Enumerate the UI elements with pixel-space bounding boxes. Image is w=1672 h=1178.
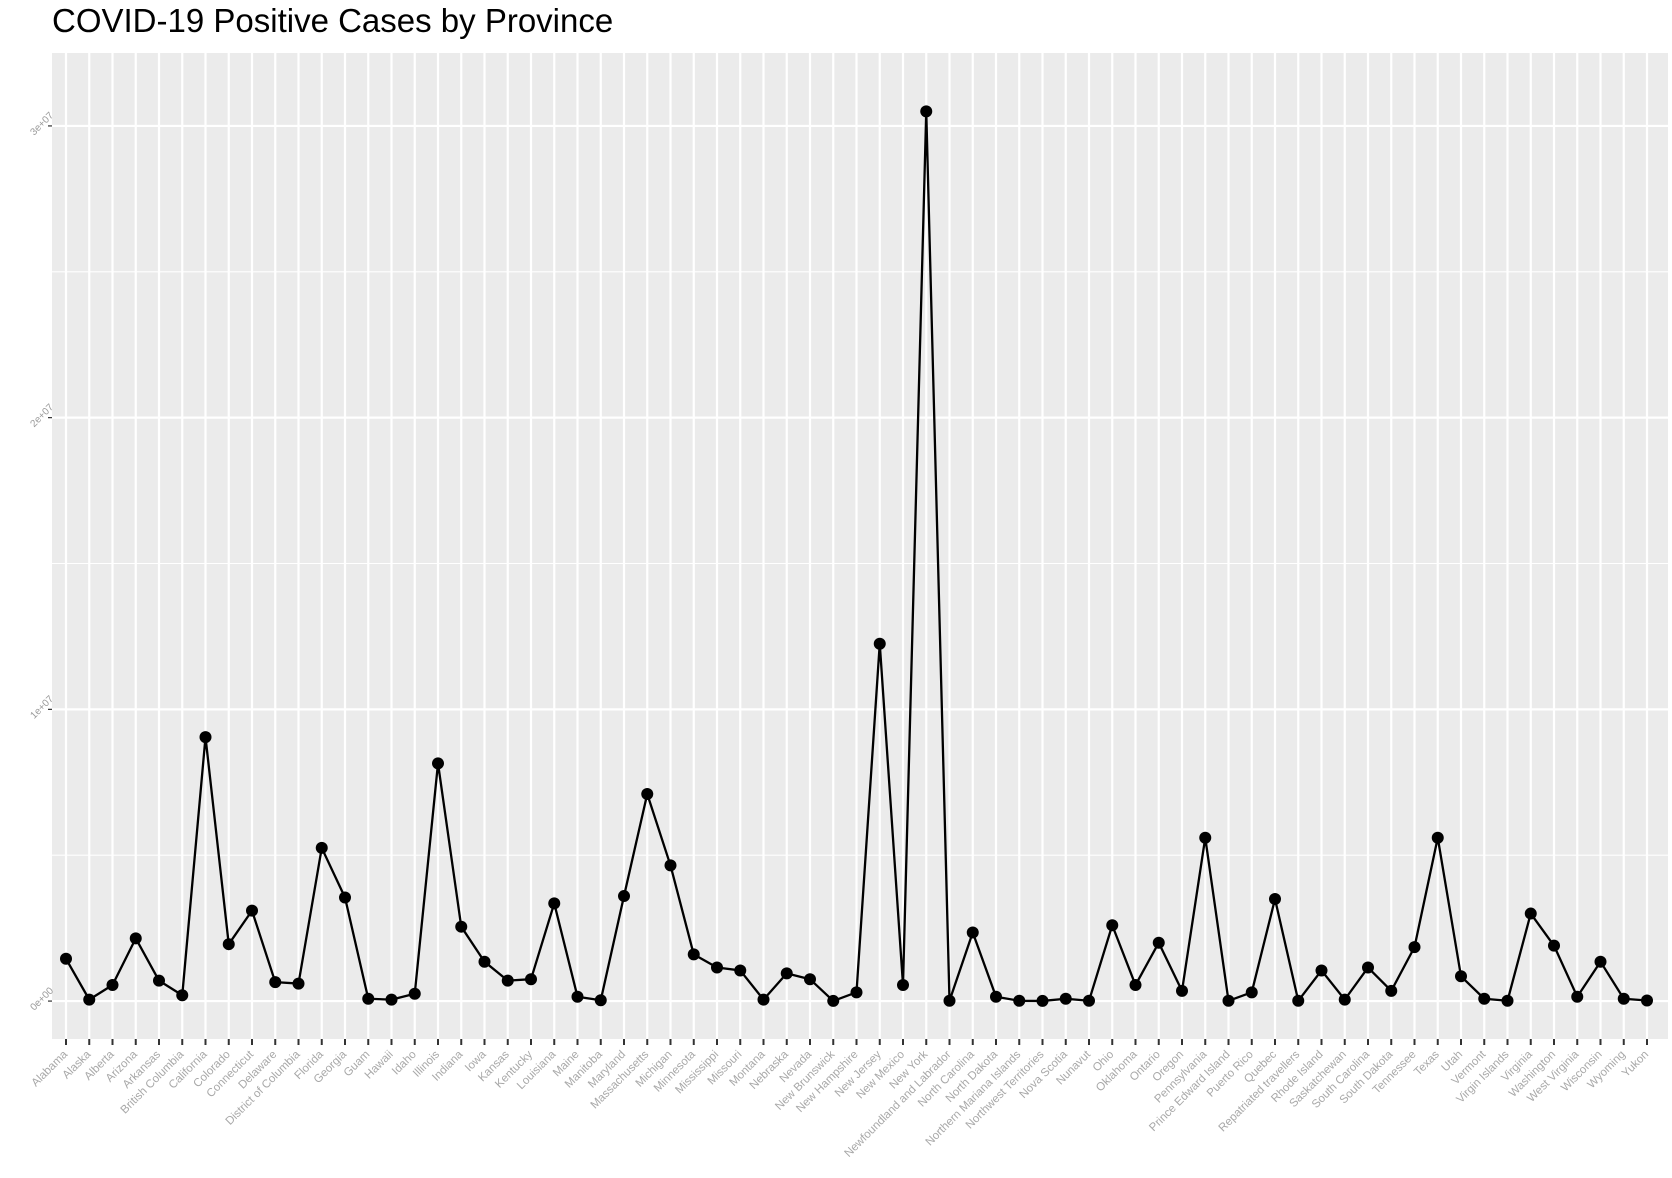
data-point <box>1641 994 1653 1007</box>
data-points <box>60 105 1653 1007</box>
data-point <box>1083 994 1095 1007</box>
data-point <box>1059 992 1072 1005</box>
data-point <box>1292 994 1305 1007</box>
data-point <box>1408 941 1421 954</box>
data-point <box>1478 992 1491 1005</box>
data-point <box>711 961 723 974</box>
data-point <box>432 757 444 770</box>
data-point <box>943 994 956 1007</box>
data-point <box>199 731 212 744</box>
data-point <box>734 964 747 977</box>
x-tick-label: Texas <box>1412 1048 1442 1078</box>
data-point <box>222 938 235 951</box>
data-point <box>641 787 654 800</box>
chart-title: COVID-19 Positive Cases by Province <box>52 2 614 39</box>
data-point <box>1129 979 1142 992</box>
data-point <box>1594 955 1607 968</box>
data-point <box>106 979 119 992</box>
data-point <box>1524 907 1537 920</box>
data-point <box>1315 964 1328 977</box>
data-point <box>618 890 630 903</box>
data-point <box>827 994 840 1007</box>
data-point <box>548 897 561 910</box>
data-point <box>1152 936 1165 949</box>
data-point <box>1617 992 1630 1005</box>
data-point <box>897 979 909 992</box>
major-gridlines <box>52 53 1668 1039</box>
data-point <box>292 977 305 990</box>
data-point <box>269 976 282 989</box>
data-point <box>525 973 537 986</box>
data-point <box>1501 994 1514 1007</box>
data-point <box>687 948 700 961</box>
data-point <box>408 987 421 1000</box>
data-point <box>1548 939 1560 952</box>
data-point <box>315 841 328 854</box>
data-point <box>966 926 979 939</box>
data-point <box>83 993 96 1006</box>
data-point <box>501 974 514 987</box>
data-point <box>176 989 189 1002</box>
data-point <box>1036 994 1049 1007</box>
data-point <box>757 993 770 1006</box>
data-point <box>129 932 142 945</box>
data-point <box>804 973 816 986</box>
data-point <box>1245 986 1258 999</box>
data-point <box>1385 984 1398 997</box>
x-tick-label: Yukon <box>1620 1049 1651 1080</box>
data-point <box>1362 961 1374 974</box>
data-point <box>1431 831 1444 844</box>
data-point <box>1455 970 1467 983</box>
data-point <box>594 994 607 1007</box>
data-point <box>60 952 72 965</box>
data-point <box>664 859 677 872</box>
data-point <box>1222 994 1235 1007</box>
data-point <box>780 967 793 980</box>
data-point <box>571 990 584 1003</box>
data-point <box>1338 993 1351 1006</box>
data-point <box>1106 919 1119 932</box>
data-point <box>990 990 1002 1003</box>
x-axis: AlabamaAlaskaAlbertaArizonaArkansasBriti… <box>30 1039 1651 1160</box>
data-point <box>362 992 375 1005</box>
data-point <box>246 904 258 917</box>
data-point <box>1199 831 1212 844</box>
data-point <box>385 993 398 1006</box>
data-point <box>1571 990 1584 1003</box>
data-point <box>1013 994 1026 1007</box>
data-point <box>455 920 468 933</box>
data-point <box>153 974 165 987</box>
data-point <box>339 891 351 904</box>
data-point <box>1176 984 1188 997</box>
data-point <box>478 955 491 968</box>
data-point <box>850 986 863 999</box>
data-point <box>920 105 933 118</box>
data-point <box>873 637 886 650</box>
data-point <box>1269 892 1281 905</box>
